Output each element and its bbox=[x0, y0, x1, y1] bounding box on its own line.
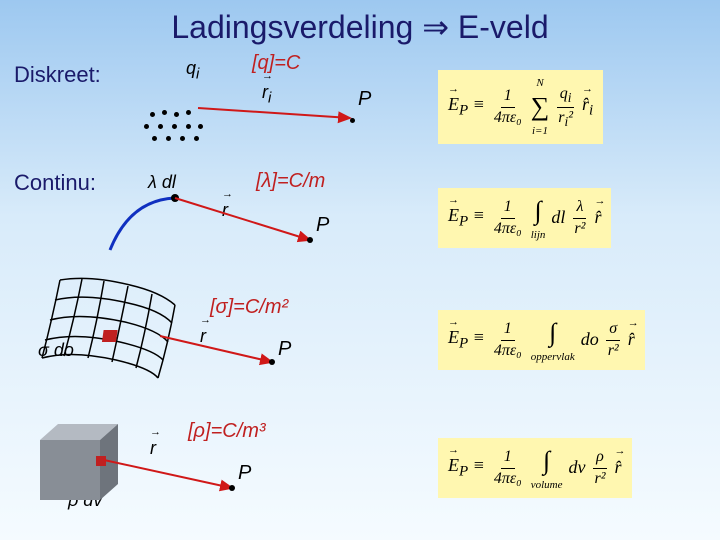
formula-surface: EP ≡ 14πε₀ ∫oppervlak do σr² r̂ bbox=[438, 310, 645, 370]
formula-discrete: EP ≡ 14πε₀ N ∑ i=1 qiri² r̂i bbox=[438, 70, 603, 144]
formula-line: EP ≡ 14πε₀ ∫lijn dl λr² r̂ bbox=[438, 188, 611, 248]
formula-volume: EP ≡ 14πε₀ ∫volume dv ρr² r̂ bbox=[438, 438, 632, 498]
volume-diagram bbox=[0, 0, 400, 540]
